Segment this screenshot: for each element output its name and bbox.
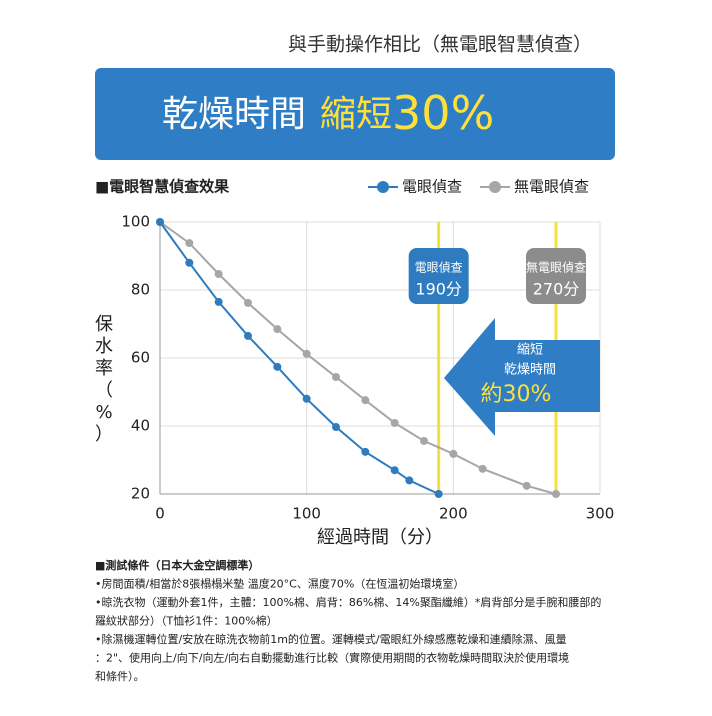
banner (95, 68, 615, 160)
y-axis-label-char: 水 (95, 336, 113, 357)
callout-line: 乾燥時間 (504, 363, 556, 378)
annotation-title: 無電眼偵查 (526, 260, 586, 275)
data-point (185, 258, 194, 267)
banner-lead: 乾燥時間 (162, 94, 306, 135)
y-axis-label: 保水率（%） (95, 314, 113, 445)
data-point (390, 418, 399, 427)
banner-text: 乾燥時間 縮短30% (162, 86, 494, 140)
data-point (214, 270, 223, 279)
data-point (273, 325, 282, 334)
x-tick-label: 200 (439, 505, 468, 523)
data-point (449, 449, 458, 458)
banner-figure: 30% (392, 86, 494, 140)
note-line: 和條件）。 (95, 669, 145, 683)
x-tick-label: 100 (292, 505, 321, 523)
annotation-label: 270分 (533, 280, 580, 299)
data-point (273, 362, 282, 371)
notes: ■測試條件（日本大金空調標準） •房間面積/相當於8張榻榻米墊 溫度20°C、濕度… (95, 558, 601, 683)
legend-marker (377, 181, 389, 193)
banner-highlight: 縮短 (320, 94, 392, 135)
annotation-title: 電眼偵查 (415, 261, 463, 275)
y-tick-label: 80 (131, 281, 150, 299)
data-point (420, 436, 428, 445)
annotation-label: 190分 (415, 280, 462, 299)
data-point (361, 396, 370, 405)
chart: 20 40 60 80 100 0 100 200 300 經過時間（分） 保水率（%） 電眼偵查 19… (95, 178, 614, 549)
data-point (244, 298, 252, 307)
data-point (185, 239, 194, 248)
note-line: •除濕機運轉位置/安放在晾洗衣物前1m的位置。運轉模式/電眼紅外線感應乾燥和連續… (95, 632, 567, 646)
data-point (332, 423, 340, 432)
chart-title: ■電眼智慧偵查效果 (95, 178, 230, 196)
y-tick-label: 100 (121, 213, 150, 231)
callout-arrow (444, 318, 600, 436)
series-line (159, 221, 557, 495)
y-tick-label: 20 (131, 485, 150, 503)
data-point (361, 447, 370, 456)
legend-marker (489, 181, 501, 193)
x-axis-label: 經過時間（分） (317, 527, 443, 548)
note-line: 羅紋狀部分）（T恤衫1件：100%棉） (95, 614, 278, 628)
annotation-box (526, 248, 586, 304)
x-tick-label: 300 (586, 505, 615, 523)
annotation-box (408, 248, 469, 304)
data-point (302, 394, 311, 403)
note-line: •晾洗衣物（運動外套1件，主體：100%棉、肩背：86%棉、14%聚酯纖維）*肩… (95, 595, 601, 609)
data-point (244, 331, 252, 340)
legend-label: 無電眼偵查 (514, 178, 589, 196)
data-point (390, 466, 399, 475)
legend-label: 電眼偵查 (402, 178, 462, 196)
y-axis-label-char: ） (95, 424, 113, 445)
y-tick-label: 40 (131, 417, 150, 435)
note-line: ：2"、使用向上/向下/向左/向右自動擺動進行比較（實際使用期間的衣物乾燥時間取… (95, 651, 569, 665)
callout-figure: 約30% (481, 382, 552, 407)
data-point (214, 297, 223, 306)
header: 與手動操作相比（無電眼智慧偵查） (288, 34, 592, 56)
data-point (302, 349, 311, 358)
note-line: ■測試條件（日本大金空調標準） (95, 558, 259, 572)
data-point (522, 481, 531, 490)
y-axis-label-char: % (95, 402, 112, 423)
data-point (434, 490, 443, 498)
callout-line: 縮短 (517, 342, 543, 358)
data-point (332, 373, 340, 382)
x-tick-label: 0 (155, 505, 165, 523)
y-tick-label: 60 (131, 349, 150, 367)
y-axis-label-char: 率 (95, 358, 113, 379)
y-axis-label-char: （ (95, 380, 113, 401)
data-point (552, 490, 560, 498)
data-point (156, 218, 164, 226)
data-point (405, 476, 414, 485)
y-axis-label-char: 保 (95, 314, 113, 335)
data-point (478, 464, 487, 473)
note-line: •房間面積/相當於8張榻榻米墊 溫度20°C、濕度70%（在恆溫初始環境室） (95, 577, 464, 591)
